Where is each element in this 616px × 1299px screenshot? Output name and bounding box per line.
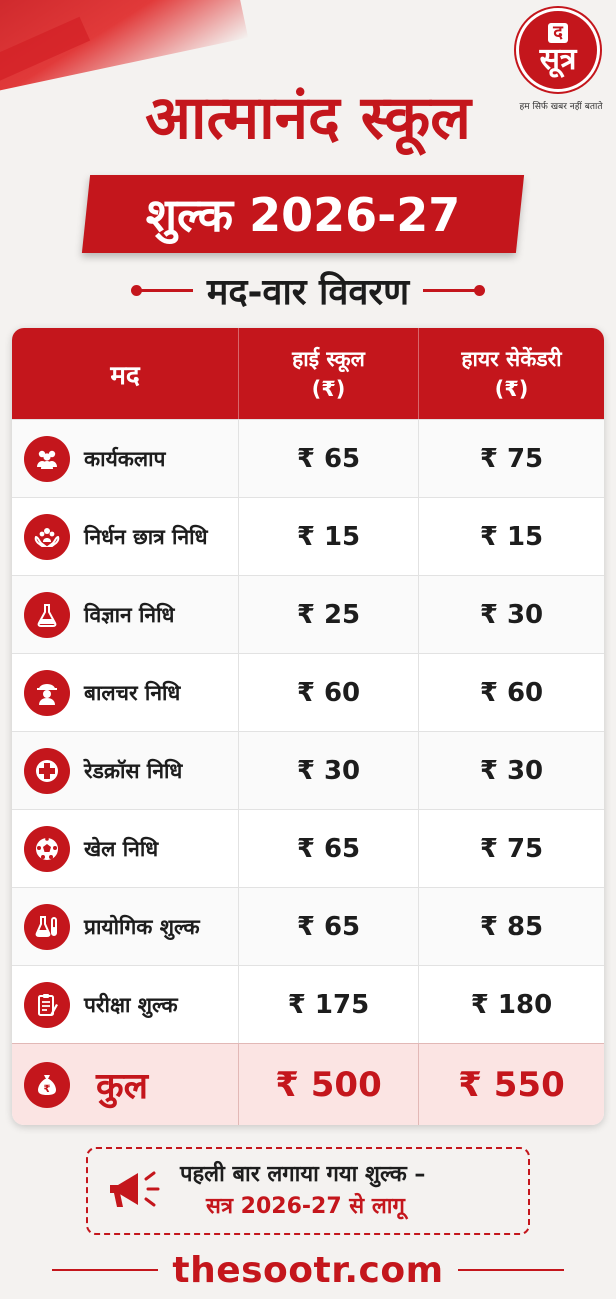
- table-row: विज्ञान निधि ₹ 25 ₹ 30: [12, 575, 604, 653]
- row-label: रेडक्रॉस निधि: [84, 758, 183, 783]
- row-label: बालचर निधि: [84, 680, 181, 705]
- fee-table: मद हाई स्कूल (₹) हायर सेकेंडरी (₹) कार्य…: [12, 328, 604, 1125]
- header-higher-secondary: हायर सेकेंडरी (₹): [418, 328, 604, 419]
- table-row: बालचर निधि ₹ 60 ₹ 60: [12, 653, 604, 731]
- row-item: निर्धन छात्र निधि: [12, 498, 238, 575]
- total-higher-secondary-value: ₹ 550: [418, 1044, 604, 1125]
- website-link[interactable]: thesootr.com: [172, 1249, 444, 1291]
- exam-paper-icon: [24, 981, 70, 1028]
- row-higher-secondary-value: ₹ 75: [418, 420, 604, 497]
- row-higher-secondary-value: ₹ 180: [418, 966, 604, 1043]
- logo-top-text: द: [548, 23, 568, 43]
- row-higher-secondary-value: ₹ 30: [418, 576, 604, 653]
- scout-icon: [24, 669, 70, 716]
- row-item: प्रायोगिक शुल्क: [12, 888, 238, 965]
- table-header: मद हाई स्कूल (₹) हायर सेकेंडरी (₹): [12, 328, 604, 419]
- svg-text:₹: ₹: [44, 1084, 51, 1095]
- table-row: निर्धन छात्र निधि ₹ 15 ₹ 15: [12, 497, 604, 575]
- header-high-school-label: हाई स्कूल: [292, 346, 365, 371]
- notice-text: पहली बार लगाया गया शुल्क – सत्र 2026-27 …: [180, 1159, 425, 1223]
- footer-divider-right: [457, 1269, 564, 1271]
- row-label: निर्धन छात्र निधि: [84, 524, 208, 549]
- header-item: मद: [110, 360, 140, 391]
- row-item: कार्यकलाप: [12, 420, 238, 497]
- row-high-school-value: ₹ 65: [238, 420, 418, 497]
- row-high-school-value: ₹ 15: [238, 498, 418, 575]
- row-label: प्रायोगिक शुल्क: [84, 914, 200, 939]
- section-label: मद-वार विवरण: [206, 271, 410, 313]
- table-row: खेल निधि ₹ 65 ₹ 75: [12, 809, 604, 887]
- heading-divider-left: [130, 284, 193, 296]
- row-higher-secondary-value: ₹ 75: [418, 810, 604, 887]
- row-high-school-value: ₹ 175: [238, 966, 418, 1043]
- row-label: कार्यकलाप: [84, 446, 166, 471]
- flask-icon: [24, 591, 70, 638]
- notice-box: पहली बार लगाया गया शुल्क – सत्र 2026-27 …: [86, 1147, 530, 1235]
- footer-divider-left: [52, 1269, 159, 1271]
- group-icon: [24, 435, 70, 482]
- brand-logo[interactable]: द सूत्र: [516, 8, 600, 92]
- row-high-school-value: ₹ 30: [238, 732, 418, 809]
- page-subtitle: शुल्क 2026-27: [145, 188, 461, 242]
- table-row: कार्यकलाप ₹ 65 ₹ 75: [12, 419, 604, 497]
- header-higher-secondary-label: हायर सेकेंडरी: [461, 346, 562, 371]
- total-high-school-value: ₹ 500: [238, 1044, 418, 1125]
- row-item: रेडक्रॉस निधि: [12, 732, 238, 809]
- section-heading: मद-वार विवरण: [0, 262, 616, 318]
- money-bag-icon: ₹: [24, 1061, 70, 1108]
- table-row: रेडक्रॉस निधि ₹ 30 ₹ 30: [12, 731, 604, 809]
- notice-line-2: सत्र 2026-27 से लागू: [206, 1194, 405, 1219]
- row-high-school-value: ₹ 65: [238, 810, 418, 887]
- row-label: परीक्षा शुल्क: [84, 992, 178, 1017]
- row-higher-secondary-value: ₹ 30: [418, 732, 604, 809]
- row-higher-secondary-value: ₹ 60: [418, 654, 604, 731]
- header-high-school-unit: (₹): [311, 376, 346, 401]
- row-label: विज्ञान निधि: [84, 602, 175, 627]
- logo-main-text: सूत्र: [539, 42, 577, 77]
- lab-tubes-icon: [24, 903, 70, 950]
- megaphone-icon: [110, 1171, 160, 1207]
- header-higher-secondary-unit: (₹): [494, 376, 529, 401]
- footer: thesootr.com: [0, 1248, 616, 1292]
- football-icon: [24, 825, 70, 872]
- total-row: ₹ कुल ₹ 500 ₹ 550: [12, 1043, 604, 1125]
- total-item: ₹ कुल: [12, 1044, 238, 1125]
- heading-divider-right: [423, 284, 486, 296]
- brand-tagline: हम सिर्फ खबर नहीं बताते: [519, 102, 603, 112]
- row-higher-secondary-value: ₹ 15: [418, 498, 604, 575]
- table-row: परीक्षा शुल्क ₹ 175 ₹ 180: [12, 965, 604, 1043]
- row-high-school-value: ₹ 25: [238, 576, 418, 653]
- helping-hands-icon: [24, 513, 70, 560]
- page-title: आत्मानंद स्कूल: [145, 83, 471, 153]
- row-item: बालचर निधि: [12, 654, 238, 731]
- row-item: विज्ञान निधि: [12, 576, 238, 653]
- header-high-school: हाई स्कूल (₹): [238, 328, 418, 419]
- row-high-school-value: ₹ 65: [238, 888, 418, 965]
- table-row: प्रायोगिक शुल्क ₹ 65 ₹ 85: [12, 887, 604, 965]
- row-item: परीक्षा शुल्क: [12, 966, 238, 1043]
- total-label: कुल: [96, 1066, 149, 1107]
- row-item: खेल निधि: [12, 810, 238, 887]
- row-high-school-value: ₹ 60: [238, 654, 418, 731]
- red-cross-icon: [24, 747, 70, 794]
- notice-line-1: पहली बार लगाया गया शुल्क –: [180, 1162, 426, 1187]
- row-higher-secondary-value: ₹ 85: [418, 888, 604, 965]
- row-label: खेल निधि: [84, 836, 159, 861]
